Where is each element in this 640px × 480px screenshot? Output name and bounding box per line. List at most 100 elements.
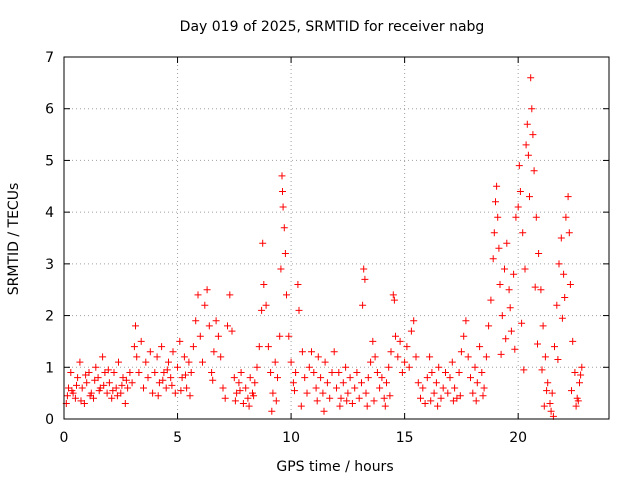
data-point [326,394,334,402]
data-point [109,387,117,395]
data-point [95,387,103,395]
data-point [432,379,440,387]
data-point [457,348,465,356]
data-point [180,353,188,361]
data-point [462,317,470,325]
data-point [428,369,436,376]
data-point [469,389,477,397]
data-point [144,374,152,382]
data-point [498,312,506,320]
x-tick-label: 10 [282,430,300,446]
data-point [167,374,175,382]
data-point [250,392,258,400]
data-point [314,353,322,361]
data-point [146,348,154,356]
data-point [367,358,375,366]
y-tick-label: 2 [45,309,54,325]
data-point [562,213,570,221]
data-point [187,369,195,376]
data-point [464,353,472,361]
data-point [480,384,488,392]
data-point [577,371,585,379]
data-point [259,239,267,247]
data-point [277,265,285,273]
data-point [546,400,554,407]
data-point [121,400,129,407]
data-point [371,353,379,361]
data-point [253,363,261,371]
data-point [529,131,537,139]
data-point [383,379,390,387]
data-point [534,340,541,348]
data-point [514,203,522,211]
data-point [472,397,480,405]
data-point [287,358,295,366]
data-point [124,384,132,392]
data-point [176,337,184,345]
data-points [62,74,586,420]
data-point [576,379,583,387]
data-point [201,301,209,309]
data-point [511,345,519,353]
data-point [355,394,363,402]
data-point [532,213,540,221]
data-point [473,379,481,387]
data-point [389,291,397,299]
data-point [520,366,528,374]
x-axis-ticks: 0 5 10 15 20 [60,57,527,446]
data-point [492,198,499,206]
data-point [527,74,535,82]
data-point [385,363,393,371]
data-point [103,389,111,397]
data-point [283,291,290,299]
data-point [510,270,518,278]
data-point [342,363,350,371]
data-point [100,381,108,389]
data-point [267,369,275,376]
data-point [294,281,302,288]
data-point [351,384,359,392]
data-point [476,343,484,351]
data-point [295,306,303,314]
data-point [149,389,157,397]
data-point [396,337,404,345]
data-point [153,353,161,361]
data-point [471,363,479,371]
data-point [82,371,90,379]
data-point [269,389,277,397]
data-point [524,151,532,159]
data-point [68,387,76,395]
data-point [104,366,112,374]
data-point [328,369,336,376]
data-point [228,327,236,335]
data-point [482,353,490,361]
data-point [330,348,338,356]
data-point [212,317,220,325]
data-point [245,402,253,410]
data-point [495,244,503,252]
data-point [63,392,71,400]
data-point [239,400,247,407]
data-point [132,322,139,330]
data-point [503,239,511,247]
data-point [359,301,367,309]
data-point [455,369,463,376]
data-point [199,358,206,366]
x-tick-label: 20 [509,430,527,446]
data-point [108,394,116,402]
data-point [370,397,378,405]
data-point [305,363,313,371]
data-point [412,353,420,361]
data-point [442,369,449,376]
x-tick-label: 0 [60,430,69,446]
data-point [208,369,216,376]
data-point [568,387,575,395]
data-point [151,369,159,376]
data-point [236,387,244,395]
data-point [448,358,456,366]
data-point [279,203,287,211]
data-point [430,389,438,397]
data-point [319,389,327,397]
x-tick-label: 15 [396,430,414,446]
